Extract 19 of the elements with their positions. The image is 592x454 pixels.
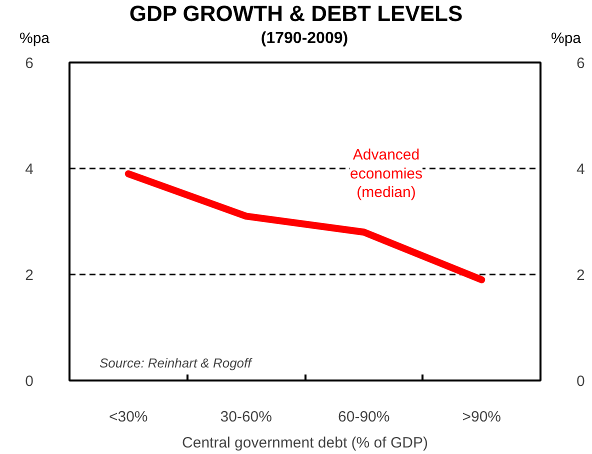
y-tick-label: 2 — [25, 267, 34, 284]
y2-tick-label: 2 — [576, 267, 585, 284]
x-tick-label: >90% — [462, 408, 502, 426]
x-tick-label: 60-90% — [338, 408, 390, 426]
y-axis-title: %pa — [19, 29, 50, 49]
annotation: Source: Reinhart & Rogoff — [100, 356, 253, 370]
y2-tick-label: 6 — [576, 55, 585, 72]
y2-tick-label: 0 — [576, 373, 585, 390]
y2-tick-label: 4 — [576, 161, 585, 178]
y-tick-label: 6 — [25, 55, 34, 72]
chart-title: GDP GROWTH & DEBT LEVELS — [129, 0, 463, 28]
y-tick-label: 4 — [25, 161, 34, 178]
chart-subtitle: (1790-2009) — [260, 29, 348, 49]
series-label: Advanced economies (median) — [350, 146, 423, 201]
y2-axis-title: %pa — [550, 29, 582, 49]
x-tick-label: <30% — [108, 408, 148, 426]
y-tick-label: 0 — [25, 373, 34, 390]
x-axis-title: Central government debt (% of GDP) — [182, 434, 428, 452]
x-tick-label: 30-60% — [220, 408, 272, 426]
